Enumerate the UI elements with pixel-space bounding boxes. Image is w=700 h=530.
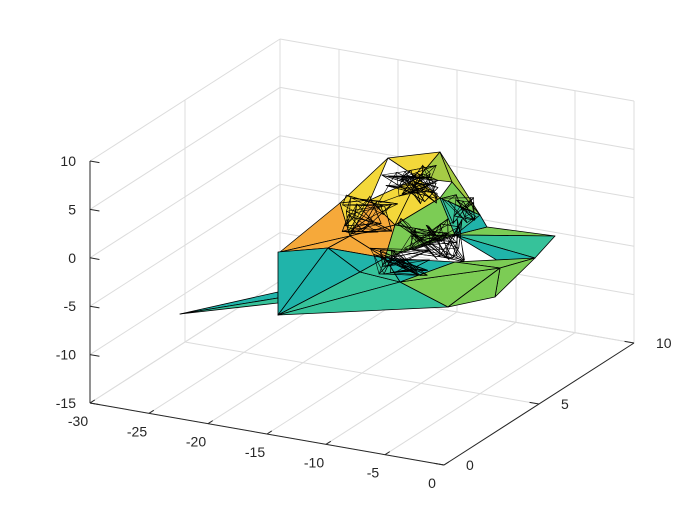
grid-line — [279, 38, 635, 102]
x-tick-label: -25 — [127, 423, 147, 439]
surface-facet — [399, 261, 501, 283]
surface-facet — [359, 257, 401, 283]
x-tick-mark — [89, 399, 96, 404]
z-tick-label: -10 — [56, 347, 76, 363]
grid-line — [184, 341, 540, 405]
x-tick-label: -20 — [186, 434, 206, 450]
surface-facet — [454, 214, 488, 236]
grid-line — [89, 183, 281, 307]
x-tick-mark — [443, 461, 450, 466]
x-tick-label: -10 — [304, 454, 324, 470]
x-tick-mark — [207, 420, 214, 425]
grid-line — [89, 232, 281, 356]
mesh-triangle — [447, 200, 477, 223]
x-tick-mark — [325, 440, 332, 445]
x-tick-label: -15 — [245, 444, 265, 460]
z-tick-label: 0 — [68, 250, 76, 266]
z-tick-label: 10 — [60, 153, 76, 169]
tick-labels: -30 -25 -20 -15 -10 -5 0 0 5 10 -15 -10 -5 0 5 10 — [56, 153, 672, 491]
x-tick-label: 0 — [428, 475, 436, 491]
grid-line — [89, 86, 281, 210]
y-tick-mark — [529, 401, 540, 405]
x-tick-mark — [266, 430, 273, 435]
mesh-triangle — [400, 218, 438, 260]
mesh-triangle — [347, 195, 382, 233]
x-tick-mark — [148, 409, 155, 414]
z-tick-label: -5 — [64, 298, 77, 314]
mesh-triangle — [382, 254, 428, 271]
z-tick-mark — [89, 402, 100, 406]
x-tick-mark — [384, 451, 391, 456]
z-tick-mark — [89, 305, 100, 309]
grid-line — [89, 38, 281, 162]
y-tick-label: 0 — [466, 457, 474, 473]
y-tick-label: 10 — [656, 335, 672, 351]
grid-line — [279, 86, 635, 150]
y-tick-mark — [624, 340, 635, 344]
mesh-triangle — [399, 173, 424, 181]
z-tick-mark — [89, 208, 100, 212]
z-tick-mark — [89, 354, 100, 357]
grid-line — [89, 135, 281, 259]
surface-facet — [179, 297, 279, 315]
surface-facet — [447, 267, 501, 308]
surface-mesh — [341, 164, 477, 276]
x-tick-label: -5 — [367, 465, 380, 481]
y-tick-label: 5 — [561, 396, 569, 412]
y-tick-mark — [434, 462, 445, 466]
grid-line — [279, 135, 635, 199]
x-tick-label: -30 — [68, 413, 88, 429]
z-tick-mark — [89, 257, 100, 260]
surface-facets — [179, 151, 556, 316]
z-tick-label: 5 — [68, 201, 76, 217]
z-tick-label: -15 — [56, 395, 76, 411]
axes — [89, 160, 635, 466]
z-tick-mark — [89, 160, 100, 164]
